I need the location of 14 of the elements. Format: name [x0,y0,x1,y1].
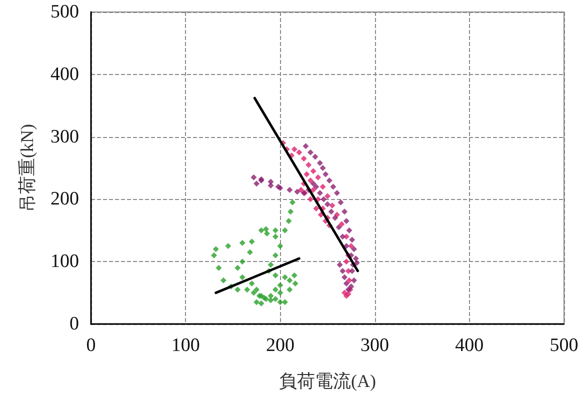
x-axis-title: 負荷電流(A) [279,371,376,391]
x-tick-label: 100 [171,335,200,356]
x-tick-label: 300 [360,335,390,356]
x-tick-label: 0 [86,335,96,356]
y-axis-title: 吊荷重(kN) [17,124,37,212]
y-tick-label: 100 [50,251,79,272]
x-tick-label: 200 [266,335,294,356]
y-tick-label: 500 [50,2,79,22]
y-tick-label: 0 [70,314,79,334]
y-tick-label: 200 [50,188,79,210]
x-tick-label: 400 [455,335,484,356]
y-tick-label: 300 [50,126,79,148]
x-tick-label: 500 [550,335,578,356]
y-tick-label: 400 [50,64,79,85]
